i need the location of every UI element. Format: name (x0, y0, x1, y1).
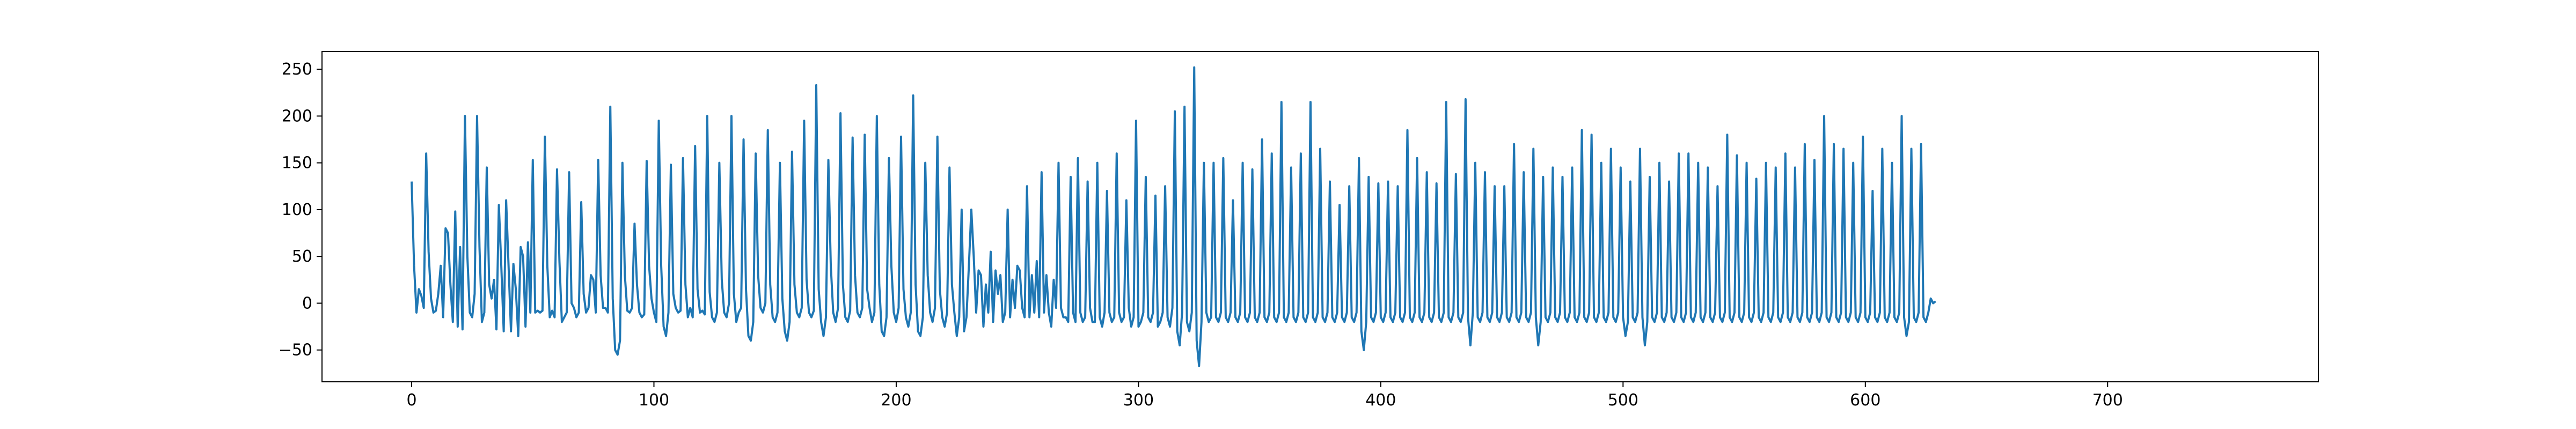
x-axis: 0 100 200 300 400 500 600 700 (406, 382, 2123, 410)
x-tick-label: 600 (1850, 391, 1880, 410)
plot-frame (321, 51, 2319, 382)
y-tick-label: −50 (279, 341, 312, 360)
y-axis: −50 0 50 100 150 200 250 (279, 60, 322, 360)
y-tick-label: 0 (302, 294, 312, 313)
x-tick-label: 500 (1608, 391, 1638, 410)
x-tick-label: 400 (1365, 391, 1396, 410)
y-tick-label: 50 (292, 247, 312, 266)
x-tick-label: 100 (639, 391, 669, 410)
y-tick-label: 100 (282, 201, 312, 219)
plot-area (411, 66, 1936, 367)
x-tick-label: 0 (406, 391, 416, 410)
series-line-0 (411, 66, 1936, 367)
y-tick-label: 200 (282, 107, 312, 125)
y-tick-label: 250 (282, 60, 312, 79)
x-tick-label: 200 (881, 391, 911, 410)
x-tick-label: 300 (1123, 391, 1154, 410)
y-tick-label: 150 (282, 154, 312, 173)
x-tick-label: 700 (2092, 391, 2123, 410)
